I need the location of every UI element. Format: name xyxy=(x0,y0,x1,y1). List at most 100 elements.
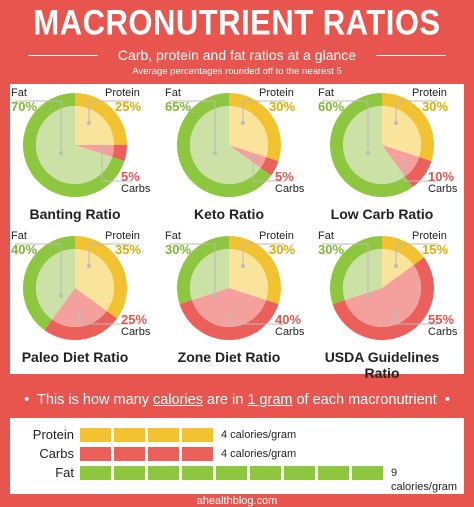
page-title: MACRONUTRIENT RATIOS xyxy=(33,2,441,43)
pie-usda-guidelines-ratio xyxy=(322,236,438,341)
protein-percent: 30% xyxy=(269,99,296,114)
protein-row-label: Protein xyxy=(32,427,74,442)
leader-dot-carbs xyxy=(392,310,397,315)
pie-paleo-diet-ratio xyxy=(15,236,131,340)
leader-fat xyxy=(322,243,369,296)
protein-percent: 30% xyxy=(269,242,296,257)
pie-ring-fat xyxy=(177,236,229,305)
subtitle-row: Carb, protein and fat ratios at a glance xyxy=(0,45,474,65)
leader-lines-low-carb-ratio xyxy=(322,100,438,182)
calories-heading: • This is how many calories are in 1 gra… xyxy=(10,382,464,418)
pie-slice-fat xyxy=(190,106,261,184)
pie-ring-fat xyxy=(330,93,413,197)
fat-calorie-block xyxy=(114,466,145,480)
chart-title-banting-ratio: Banting Ratio xyxy=(29,206,121,222)
leader-protein xyxy=(88,100,131,123)
carbs-calorie-block xyxy=(148,447,179,461)
pie-ring-protein xyxy=(382,93,434,162)
carbs-percent: 5% xyxy=(275,169,294,184)
leader-fat xyxy=(169,243,216,296)
pie-zone-diet-ratio xyxy=(169,236,285,340)
pie-ring-carbs xyxy=(332,257,435,341)
leader-fat xyxy=(169,100,216,153)
leader-dot-fat xyxy=(59,294,63,298)
pie-keto-ratio xyxy=(169,93,285,197)
carbs-calorie-block xyxy=(80,447,111,461)
leader-dot-protein xyxy=(241,264,245,268)
subtitle-rule-left xyxy=(28,55,98,56)
pie-ring-fat xyxy=(23,236,75,331)
protein-label: Protein xyxy=(259,230,294,242)
pie-slice-protein xyxy=(229,248,268,301)
leader-protein xyxy=(242,243,285,266)
heading-bullet-left: • xyxy=(24,392,30,408)
carbs-calorie-block xyxy=(182,447,213,461)
carbs-percent: 25% xyxy=(121,312,148,327)
leader-lines-paleo-diet-ratio xyxy=(15,243,131,325)
carbs-label: Carbs xyxy=(121,183,151,195)
pie-slice-fat xyxy=(342,249,382,301)
leader-dot-carbs xyxy=(251,155,256,160)
pie-slice-protein xyxy=(229,106,268,158)
leader-dot-carbs xyxy=(99,147,104,152)
pie-slice-fat xyxy=(190,249,229,301)
heading-part-3: are in xyxy=(202,392,248,408)
carbs-percent: 10% xyxy=(428,169,455,184)
pie-ring-carbs xyxy=(44,310,118,340)
chart-title-paleo-diet-ratio: Paleo Diet Ratio xyxy=(21,349,129,365)
pie-ring-carbs xyxy=(260,157,279,176)
leader-dot-fat xyxy=(213,151,217,155)
leader-carbs xyxy=(78,314,131,325)
fat-label: Fat xyxy=(165,87,181,99)
fat-label: Fat xyxy=(318,87,334,99)
protein-label: Protein xyxy=(259,87,294,99)
pie-slice-carbs xyxy=(382,145,420,177)
leader-carbs xyxy=(228,315,285,325)
heading-part-5: of each macronutrient xyxy=(292,392,437,408)
pie-slice-fat xyxy=(35,249,75,320)
pie-slice-carbs xyxy=(191,288,267,328)
pie-ring-protein xyxy=(382,236,425,266)
carbs-label: Carbs xyxy=(275,326,305,338)
fat-label: Fat xyxy=(11,230,27,242)
leader-dot-protein xyxy=(87,121,91,125)
protein-percent: 35% xyxy=(115,242,142,257)
leader-dot-carbs xyxy=(227,313,231,318)
subtitle: Carb, protein and fat ratios at a glance xyxy=(117,47,357,63)
pie-charts-panel: Fat 70% Protein 25% 5% Carbs Banting Ratio Fat 6… xyxy=(10,84,464,381)
pie-ring-protein xyxy=(75,93,127,145)
leader-carbs xyxy=(393,312,438,325)
fat-calorie-block xyxy=(318,466,349,480)
leader-dot-carbs xyxy=(402,159,407,164)
fat-calorie-block xyxy=(250,466,281,480)
pie-slice-protein xyxy=(382,249,414,288)
fat-label: Fat xyxy=(11,87,27,99)
leader-dot-fat xyxy=(366,294,370,298)
pie-slice-protein xyxy=(75,106,114,145)
chart-title-low-carb-ratio: Low Carb Ratio xyxy=(330,206,434,222)
leader-dot-carbs xyxy=(77,312,82,317)
heading-bullet-right: • xyxy=(444,392,450,408)
protein-percent: 15% xyxy=(422,242,449,257)
pie-ring-carbs xyxy=(404,157,432,188)
footer-site: ahealthblog.com xyxy=(196,495,278,507)
carbs-percent: 40% xyxy=(275,312,302,327)
fat-calorie-block xyxy=(216,466,247,480)
leader-protein xyxy=(395,100,438,123)
fat-calories-text: 9 calories/gram xyxy=(391,467,458,493)
protein-calorie-block xyxy=(182,428,213,442)
leader-protein xyxy=(88,243,131,266)
protein-label: Protein xyxy=(412,230,447,242)
leader-lines-usda-guidelines-ratio xyxy=(322,243,438,325)
pie-ring-fat xyxy=(330,236,382,305)
leader-dot-fat xyxy=(366,151,370,155)
fat-calorie-block xyxy=(352,466,383,480)
heading-part-1: This is how many xyxy=(36,392,154,408)
heading-part-calories: calories xyxy=(153,392,203,408)
fat-calorie-block xyxy=(148,466,179,480)
leader-dot-protein xyxy=(394,264,398,268)
fat-percent: 30% xyxy=(165,242,192,257)
carbs-calorie-block xyxy=(114,447,145,461)
leader-carbs xyxy=(101,149,131,182)
